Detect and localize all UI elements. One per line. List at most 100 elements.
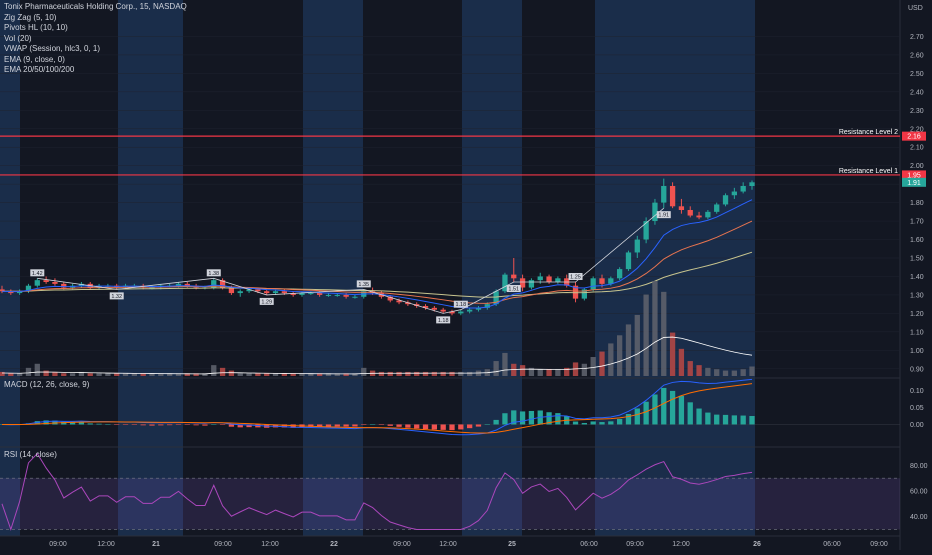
candle-body bbox=[731, 191, 737, 196]
volume-bar bbox=[34, 363, 40, 376]
macd-histogram-bar bbox=[661, 387, 667, 425]
candle-body bbox=[617, 269, 623, 279]
candle-body bbox=[722, 195, 729, 205]
volume-bar bbox=[414, 371, 420, 376]
time-tick-label: 09:00 bbox=[214, 541, 232, 548]
macd-histogram-bar bbox=[193, 424, 199, 426]
price-tick-label: 1.40 bbox=[910, 274, 924, 281]
macd-pane-label[interactable]: MACD (12, 26, close, 9) bbox=[4, 380, 90, 389]
time-tick-label: 06:00 bbox=[823, 541, 841, 548]
volume-bar bbox=[467, 371, 473, 376]
macd-histogram-bar bbox=[405, 424, 411, 428]
candle-body bbox=[634, 239, 640, 253]
candle-body bbox=[528, 280, 535, 288]
session-band-overlay bbox=[303, 0, 363, 536]
volume-bar bbox=[643, 294, 649, 376]
volume-bar bbox=[264, 373, 270, 376]
volume-bar bbox=[87, 373, 93, 376]
macd-histogram-bar bbox=[228, 424, 235, 427]
volume-bar bbox=[599, 351, 605, 376]
pivot-label-text: 1.29 bbox=[261, 299, 272, 305]
price-tick-label: 1.00 bbox=[910, 348, 924, 355]
resistance-price-tag-text: 2.16 bbox=[907, 134, 921, 141]
macd-histogram-bar bbox=[317, 424, 323, 427]
rsi-band bbox=[0, 478, 900, 530]
volume-bar bbox=[449, 371, 455, 376]
candle-body bbox=[511, 274, 517, 279]
volume-bar bbox=[175, 373, 182, 376]
macd-histogram-bar bbox=[590, 421, 596, 425]
volume-bar bbox=[149, 373, 155, 376]
price-tick-label: 1.80 bbox=[910, 200, 924, 207]
pivot-label-box bbox=[453, 300, 468, 308]
candle-body bbox=[149, 287, 155, 289]
price-tick-label: 1.30 bbox=[910, 292, 924, 299]
macd-signal-line bbox=[1, 383, 753, 434]
volume-bar bbox=[272, 373, 279, 376]
candle-body bbox=[599, 278, 605, 284]
macd-histogram-bar bbox=[440, 424, 446, 430]
volume-bar bbox=[493, 361, 499, 376]
volume-bar bbox=[317, 373, 323, 376]
candle-body bbox=[334, 294, 340, 296]
candle-body bbox=[696, 215, 702, 218]
candle-body bbox=[546, 276, 552, 282]
candle-body bbox=[572, 285, 579, 299]
volume-bar bbox=[299, 373, 305, 376]
volume-bar bbox=[43, 370, 49, 376]
candle-body bbox=[211, 280, 217, 288]
candle-body bbox=[581, 289, 587, 299]
session-band bbox=[0, 0, 20, 536]
session-band-overlay bbox=[0, 0, 20, 536]
volume-bar bbox=[361, 367, 367, 376]
macd-histogram-bar bbox=[617, 418, 623, 425]
volume-bar bbox=[131, 373, 137, 376]
candle-body bbox=[475, 307, 482, 310]
candle-body bbox=[8, 291, 14, 294]
volume-bar bbox=[281, 373, 287, 376]
candle-body bbox=[502, 274, 508, 292]
candle-body bbox=[237, 291, 243, 294]
candle-body bbox=[299, 293, 305, 295]
macd-histogram-bar bbox=[167, 424, 173, 426]
candle-body bbox=[652, 202, 658, 222]
pivot-label-box bbox=[109, 292, 124, 300]
macd-histogram-bar bbox=[202, 424, 208, 426]
candle-body bbox=[387, 296, 393, 301]
time-tick-label: 12:00 bbox=[261, 541, 279, 548]
candle-body bbox=[272, 291, 279, 294]
volume-bar bbox=[219, 367, 226, 376]
volume-bar bbox=[352, 373, 358, 376]
candle-body bbox=[705, 211, 711, 218]
volume-bar bbox=[61, 373, 67, 376]
price-tick-label: 2.70 bbox=[910, 34, 924, 41]
macd-histogram-bar bbox=[414, 424, 420, 429]
volume-bar bbox=[502, 352, 508, 376]
pivot-label-text: 1.35 bbox=[358, 282, 369, 288]
macd-histogram-bar bbox=[122, 424, 129, 425]
candle-body bbox=[687, 210, 693, 216]
rsi-pane-label[interactable]: RSI (14, close) bbox=[4, 450, 57, 459]
pivot-label-box bbox=[30, 269, 45, 277]
price-tick-label: 2.20 bbox=[910, 126, 924, 133]
pivot-label-text: 1.25 bbox=[570, 275, 581, 281]
currency-label: USD bbox=[908, 5, 923, 12]
session-band-overlay bbox=[595, 0, 755, 536]
volume-bar bbox=[661, 291, 667, 376]
volume-bar bbox=[167, 373, 173, 376]
candle-body bbox=[537, 276, 543, 281]
volume-bar bbox=[458, 371, 464, 376]
volume-bar bbox=[158, 373, 164, 376]
volume-bar bbox=[634, 314, 640, 376]
ema-50-line bbox=[1, 251, 753, 298]
candle-body bbox=[643, 221, 649, 240]
pivot-label-box bbox=[356, 280, 371, 288]
macd-histogram-bar bbox=[175, 424, 182, 425]
volume-bar bbox=[378, 371, 385, 376]
macd-histogram-bar bbox=[396, 424, 402, 427]
candle-body bbox=[484, 304, 490, 308]
candle-body bbox=[678, 206, 685, 210]
macd-histogram-bar bbox=[546, 412, 552, 425]
price-tick-label: 1.60 bbox=[910, 237, 924, 244]
